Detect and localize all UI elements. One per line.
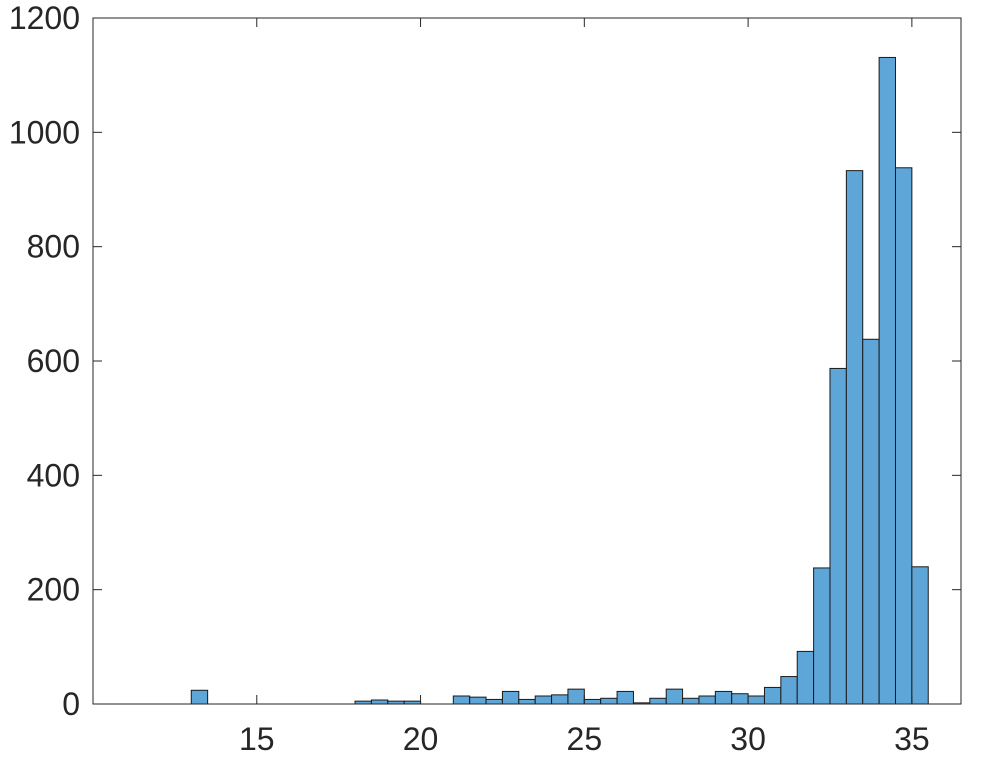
histogram-bar-27 xyxy=(813,567,831,705)
histogram-bar-6 xyxy=(469,696,487,705)
histogram-bar-26 xyxy=(796,650,815,705)
x-axis: 15 20 25 30 35 xyxy=(239,18,930,757)
x-tick-label: 25 xyxy=(567,721,603,757)
histogram-bar-14 xyxy=(600,697,618,705)
x-tick-label: 35 xyxy=(894,721,930,757)
histogram-bar-24 xyxy=(763,686,782,705)
y-axis: 0 200 400 600 800 1000 1200 xyxy=(9,0,961,722)
histogram-bar-5 xyxy=(452,695,471,705)
histogram-bar-2 xyxy=(370,699,389,705)
histogram-bar-7 xyxy=(485,698,503,705)
x-tick-label: 30 xyxy=(730,721,766,757)
histogram-bar-10 xyxy=(534,695,553,705)
bars-group xyxy=(190,56,929,705)
histogram-bar-9 xyxy=(518,698,536,705)
histogram-bar-8 xyxy=(501,690,520,705)
histogram-bar-33 xyxy=(911,566,929,705)
histogram-bar-17 xyxy=(649,697,667,705)
x-tick-label: 20 xyxy=(403,721,439,757)
histogram-bar-31 xyxy=(878,56,896,705)
histogram-bar-21 xyxy=(714,690,733,705)
histogram-bar-12 xyxy=(567,688,585,705)
x-tick-label: 15 xyxy=(239,721,275,757)
y-tick-label: 0 xyxy=(62,686,80,722)
histogram-bar-11 xyxy=(551,694,569,705)
histogram-bar-20 xyxy=(698,695,716,705)
y-tick-label: 1200 xyxy=(9,0,80,36)
histogram-bar-23 xyxy=(747,695,765,705)
histogram-bar-32 xyxy=(894,167,913,705)
histogram-bar-25 xyxy=(780,676,798,705)
histogram-bar-19 xyxy=(682,697,700,705)
histogram-bar-18 xyxy=(665,688,684,705)
y-tick-label: 600 xyxy=(27,343,80,379)
y-tick-label: 800 xyxy=(27,229,80,265)
y-tick-label: 200 xyxy=(27,572,80,608)
histogram-bar-29 xyxy=(845,170,864,705)
histogram-bar-30 xyxy=(862,338,880,705)
histogram-bar-13 xyxy=(583,698,602,705)
histogram-bar-0 xyxy=(190,689,209,705)
y-tick-label: 1000 xyxy=(9,114,80,150)
histogram-bar-22 xyxy=(731,693,749,705)
histogram-bar-15 xyxy=(616,690,634,705)
histogram-bar-28 xyxy=(829,367,847,705)
y-tick-label: 400 xyxy=(27,457,80,493)
